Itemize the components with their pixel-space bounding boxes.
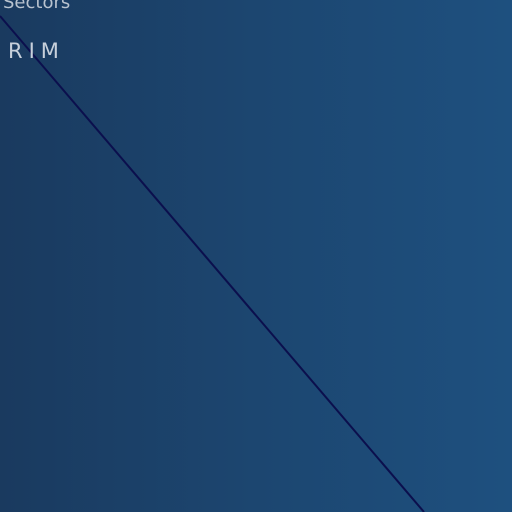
sectors-heading: Sectors xyxy=(3,0,71,13)
rim-logo-text: RIM xyxy=(8,39,65,63)
diagonal-stroke xyxy=(0,15,425,512)
